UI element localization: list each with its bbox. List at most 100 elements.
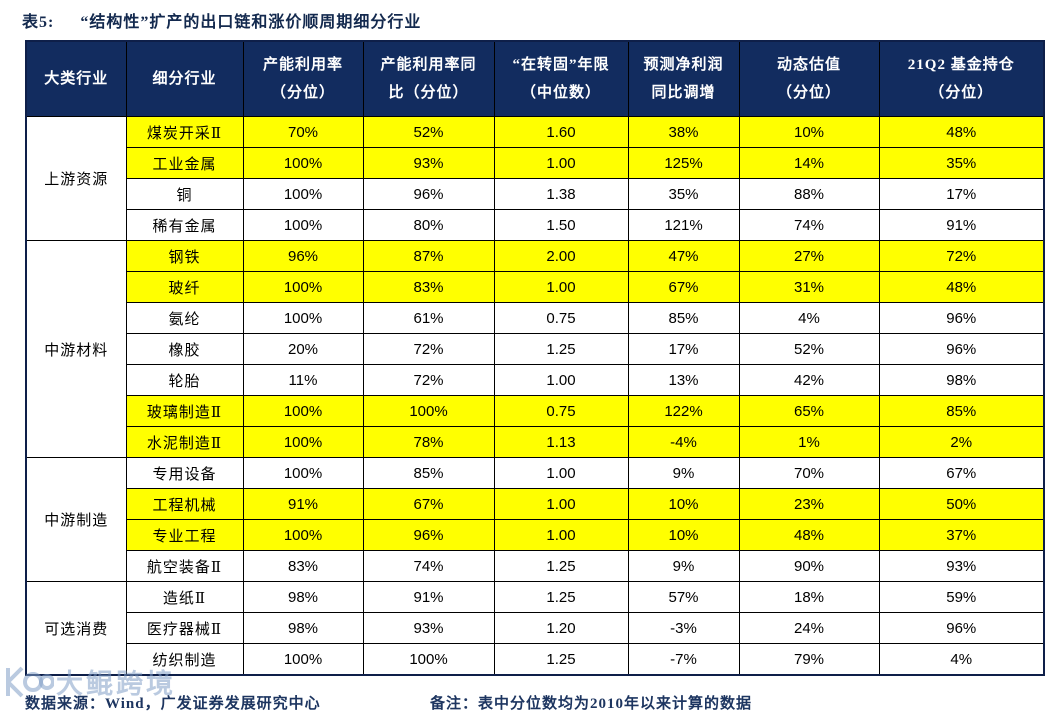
- industry-cell: 医疗器械Ⅱ: [125, 612, 244, 644]
- value-cell: 100%: [242, 457, 364, 489]
- value-cell: 80%: [362, 209, 495, 241]
- value-cell: 67%: [878, 457, 1045, 489]
- table-row: 专业工程 100% 96% 1.00 10% 48% 37%: [26, 519, 1045, 551]
- industry-cell: 钢铁: [125, 240, 244, 272]
- table-title: 表5: “结构性”扩产的出口链和涨价顺周期细分行业: [22, 8, 421, 32]
- value-cell: 1.00: [493, 147, 629, 179]
- value-cell: 96%: [878, 612, 1045, 644]
- column-header: 21Q2 基金持仓 （分位）: [878, 40, 1045, 117]
- value-cell: 1.00: [493, 271, 629, 303]
- value-cell: 100%: [242, 271, 364, 303]
- value-cell: 23%: [738, 488, 880, 520]
- column-header: 预测净利润 同比调增: [627, 40, 740, 117]
- industry-cell: 造纸Ⅱ: [125, 581, 244, 613]
- value-cell: 50%: [878, 488, 1045, 520]
- value-cell: 1.60: [493, 116, 629, 148]
- value-cell: 100%: [242, 178, 364, 210]
- value-cell: 93%: [878, 550, 1045, 582]
- header-row: 大类行业 细分行业 产能利用率 （分位） 产能利用率同 比（分位） “在转固”年限 （中位数）…: [25, 40, 1045, 117]
- value-cell: 0.75: [493, 302, 629, 334]
- value-cell: 1.25: [493, 550, 629, 582]
- value-cell: 10%: [627, 519, 740, 551]
- value-cell: 2.00: [493, 240, 629, 272]
- value-cell: 10%: [738, 116, 880, 148]
- value-cell: 57%: [627, 581, 740, 613]
- value-cell: 125%: [627, 147, 740, 179]
- value-cell: 9%: [627, 457, 740, 489]
- value-cell: 93%: [362, 147, 495, 179]
- value-cell: 91%: [878, 209, 1045, 241]
- value-cell: 18%: [738, 581, 880, 613]
- column-header: 大类行业: [25, 40, 127, 117]
- value-cell: 1.38: [493, 178, 629, 210]
- value-cell: 13%: [627, 364, 740, 396]
- value-cell: 1%: [738, 426, 880, 458]
- value-cell: 72%: [362, 333, 495, 365]
- industry-cell: 铜: [125, 178, 244, 210]
- table-row: 水泥制造Ⅱ 100% 78% 1.13 -4% 1% 2%: [26, 426, 1045, 458]
- value-cell: 100%: [242, 302, 364, 334]
- value-cell: 90%: [738, 550, 880, 582]
- category-cell: 上游资源: [25, 116, 127, 241]
- value-cell: 17%: [627, 333, 740, 365]
- industry-table: 大类行业 细分行业 产能利用率 （分位） 产能利用率同 比（分位） “在转固”年限 （中位数）…: [25, 40, 1045, 676]
- value-cell: 65%: [738, 395, 880, 427]
- value-cell: -4%: [627, 426, 740, 458]
- value-cell: 27%: [738, 240, 880, 272]
- table-row: 工业金属 100% 93% 1.00 125% 14% 35%: [26, 147, 1045, 179]
- value-cell: 31%: [738, 271, 880, 303]
- value-cell: 100%: [242, 643, 364, 676]
- value-cell: 24%: [738, 612, 880, 644]
- value-cell: 98%: [242, 612, 364, 644]
- table-row: 玻璃制造Ⅱ 100% 100% 0.75 122% 65% 85%: [26, 395, 1045, 427]
- value-cell: 1.00: [493, 519, 629, 551]
- industry-cell: 玻璃制造Ⅱ: [125, 395, 244, 427]
- data-source-note: 数据来源：Wind，广发证券发展研究中心: [25, 696, 321, 712]
- value-cell: 87%: [362, 240, 495, 272]
- category-cell: 中游材料: [25, 240, 127, 458]
- value-cell: 100%: [242, 426, 364, 458]
- value-cell: 70%: [738, 457, 880, 489]
- table-row: 中游制造 专用设备 100% 85% 1.00 9% 70% 67%: [25, 457, 1045, 582]
- value-cell: 47%: [627, 240, 740, 272]
- value-cell: 42%: [738, 364, 880, 396]
- value-cell: 96%: [362, 519, 495, 551]
- value-cell: 100%: [362, 643, 495, 676]
- value-cell: 1.25: [493, 581, 629, 613]
- industry-cell: 专业工程: [125, 519, 244, 551]
- value-cell: 96%: [878, 302, 1045, 334]
- table-title-label: 表5:: [22, 14, 55, 31]
- value-cell: 1.00: [493, 457, 629, 489]
- value-cell: 72%: [362, 364, 495, 396]
- value-cell: 61%: [362, 302, 495, 334]
- value-cell: 14%: [738, 147, 880, 179]
- industry-cell: 工业金属: [125, 147, 244, 179]
- table-row: 上游资源 煤炭开采Ⅱ 70% 52% 1.60 38% 10% 48%: [25, 116, 1045, 241]
- value-cell: -7%: [627, 643, 740, 676]
- value-cell: 35%: [878, 147, 1045, 179]
- category-cell: 中游制造: [25, 457, 127, 582]
- value-cell: 38%: [627, 116, 740, 148]
- industry-cell: 水泥制造Ⅱ: [125, 426, 244, 458]
- value-cell: 85%: [878, 395, 1045, 427]
- table-row: 可选消费 造纸Ⅱ 98% 91% 1.25 57% 18% 59%: [25, 581, 1045, 676]
- table-row: 工程机械 91% 67% 1.00 10% 23% 50%: [26, 488, 1045, 520]
- industry-cell: 煤炭开采Ⅱ: [125, 116, 244, 148]
- value-cell: 100%: [362, 395, 495, 427]
- table-row: 医疗器械Ⅱ 98% 93% 1.20 -3% 24% 96%: [26, 612, 1045, 644]
- column-header: 细分行业: [125, 40, 244, 117]
- category-cell: 可选消费: [25, 581, 127, 676]
- value-cell: 9%: [627, 550, 740, 582]
- value-cell: 96%: [878, 333, 1045, 365]
- value-cell: 98%: [242, 581, 364, 613]
- column-header: 产能利用率同 比（分位）: [362, 40, 495, 117]
- value-cell: 85%: [627, 302, 740, 334]
- table-row: 铜 100% 96% 1.38 35% 88% 17%: [26, 178, 1045, 210]
- industry-cell: 氨纶: [125, 302, 244, 334]
- value-cell: 100%: [242, 519, 364, 551]
- table-row: 纺织制造 100% 100% 1.25 -7% 79% 4%: [26, 643, 1045, 676]
- value-cell: 74%: [738, 209, 880, 241]
- column-header: 动态估值 （分位）: [738, 40, 880, 117]
- value-cell: 98%: [878, 364, 1045, 396]
